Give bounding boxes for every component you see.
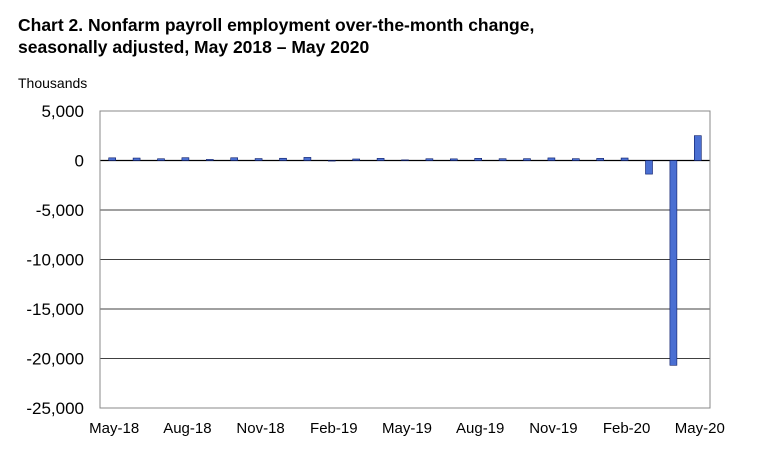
bar-Jul-18 bbox=[157, 158, 165, 161]
x-tick-label: Feb-19 bbox=[310, 420, 358, 437]
bar-Jun-19 bbox=[425, 158, 434, 161]
bar-Apr-19 bbox=[376, 158, 385, 161]
x-tick-label: May-18 bbox=[89, 420, 139, 437]
y-tick-label: -25,000 bbox=[26, 399, 84, 418]
chart-title: Chart 2. Nonfarm payroll employment over… bbox=[18, 14, 738, 58]
x-tick-label: Nov-19 bbox=[529, 420, 577, 437]
bar-Nov-19 bbox=[547, 157, 556, 161]
x-tick-label: Aug-19 bbox=[456, 420, 504, 437]
bar-Feb-20 bbox=[620, 157, 629, 161]
y-tick-label: -20,000 bbox=[26, 350, 84, 369]
bar-Jan-19 bbox=[303, 157, 312, 161]
x-tick-label: Feb-20 bbox=[603, 420, 651, 437]
bar-Apr-20 bbox=[669, 160, 678, 366]
y-tick-label: 0 bbox=[75, 152, 84, 171]
plot-area-frame bbox=[99, 110, 711, 409]
y-tick-label: -5,000 bbox=[36, 201, 84, 220]
y-tick-label: -15,000 bbox=[26, 300, 84, 319]
bar-Jun-18 bbox=[132, 157, 141, 161]
bar-Mar-20 bbox=[645, 160, 653, 175]
x-tick-label: May-20 bbox=[675, 420, 725, 437]
y-axis-unit-label: Thousands bbox=[18, 75, 88, 91]
bar-Feb-19 bbox=[327, 160, 336, 162]
bar-Aug-18 bbox=[181, 157, 190, 161]
bar-May-19 bbox=[401, 159, 409, 161]
x-tick-label: Nov-18 bbox=[236, 420, 284, 437]
y-tick-label: -10,000 bbox=[26, 251, 84, 270]
bar-Mar-19 bbox=[352, 158, 361, 161]
bar-May-18 bbox=[108, 157, 116, 161]
bar-Dec-18 bbox=[279, 157, 287, 161]
y-tick-label: 5,000 bbox=[41, 102, 84, 121]
bar-Nov-18 bbox=[254, 158, 263, 161]
bar-Sep-19 bbox=[498, 158, 507, 161]
bar-Sep-18 bbox=[206, 159, 214, 161]
bar-Dec-19 bbox=[571, 158, 580, 161]
bar-Aug-19 bbox=[474, 158, 483, 161]
bar-Jul-19 bbox=[449, 158, 458, 161]
x-tick-label: May-19 bbox=[382, 420, 432, 437]
bar-Oct-18 bbox=[230, 157, 238, 161]
bar-May-20 bbox=[693, 135, 702, 161]
bar-Jan-20 bbox=[596, 158, 605, 161]
chart-title-line-2: seasonally adjusted, May 2018 – May 2020 bbox=[18, 37, 370, 57]
chart-title-line-1: Chart 2. Nonfarm payroll employment over… bbox=[18, 15, 535, 35]
bar-Oct-19 bbox=[523, 158, 531, 161]
x-tick-label: Aug-18 bbox=[163, 420, 211, 437]
